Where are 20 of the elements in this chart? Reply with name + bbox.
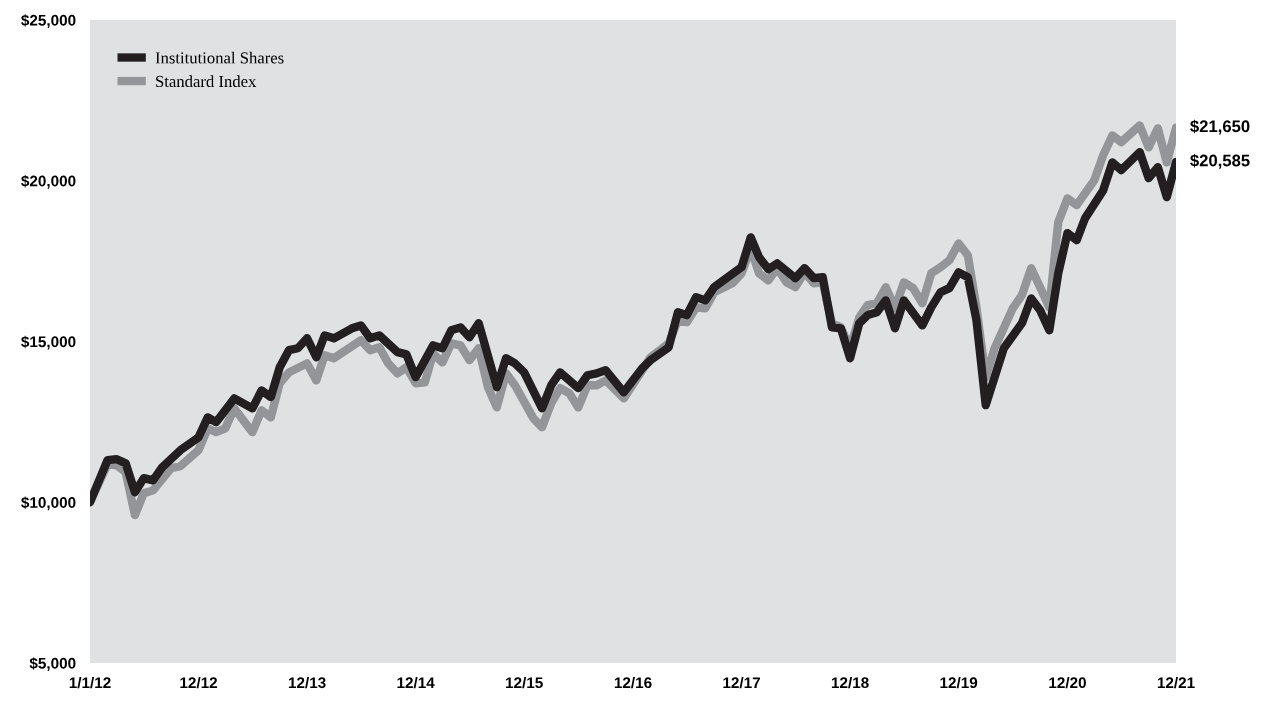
x-tick-label: 1/1/12	[69, 676, 111, 689]
y-tick-label: $15,000	[21, 335, 76, 350]
x-tick-label: 12/14	[397, 676, 435, 689]
x-tick-label: 12/19	[940, 676, 978, 689]
y-tick-label: $25,000	[21, 14, 76, 28]
x-tick-label: 12/18	[831, 676, 869, 689]
annotation: $21,650	[1190, 119, 1250, 135]
y-tick-label: $5,000	[29, 657, 76, 671]
y-tick-label: $20,000	[21, 174, 76, 189]
x-tick-label: 12/12	[180, 676, 218, 689]
x-tick-label: 12/21	[1157, 676, 1195, 689]
y-tick-label: $10,000	[21, 496, 76, 511]
legend-label: Institutional Shares	[155, 51, 284, 64]
x-tick-label: 12/20	[1049, 676, 1086, 689]
x-tick-label: 12/13	[288, 676, 326, 689]
legend-label: Standard Index	[156, 75, 257, 88]
x-tick-label: 12/16	[614, 676, 652, 689]
x-tick-label: 12/17	[723, 676, 760, 689]
annotation: $20,585	[1190, 153, 1250, 169]
x-tick-label: 12/15	[506, 676, 543, 689]
